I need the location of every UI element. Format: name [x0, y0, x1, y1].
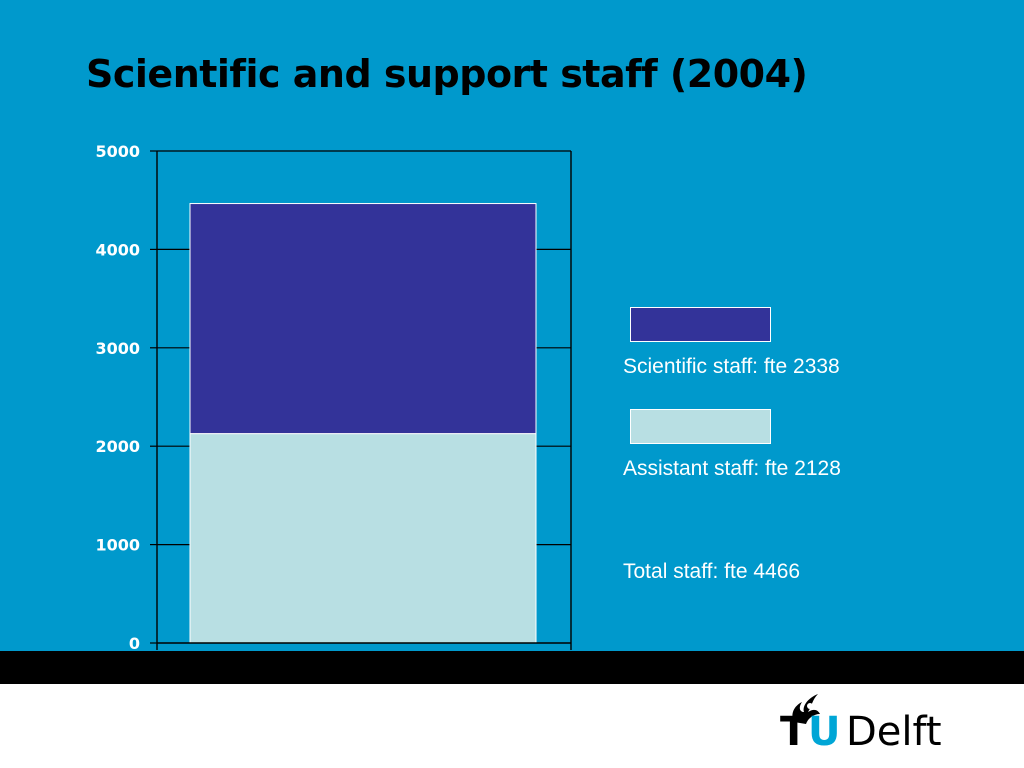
y-tick-label: 3000 — [95, 339, 140, 358]
y-tick-label: 2000 — [95, 437, 140, 456]
bar-assistant-staff — [189, 433, 537, 644]
y-tick-label: 1000 — [95, 536, 140, 555]
y-tick-label: 4000 — [95, 240, 140, 259]
legend-label-scientific: Scientific staff: fte 2338 — [623, 355, 840, 378]
bar-scientific-staff — [189, 203, 537, 435]
stacked-bar-chart: 0 1000 2000 3000 4000 5000 — [95, 142, 572, 651]
y-tick-label: 5000 — [95, 142, 140, 161]
legend-label-assistant: Assistant staff: fte 2128 — [623, 457, 841, 480]
slide-title: Scientific and support staff (2004) — [86, 52, 808, 96]
y-axis-tick-labels: 0 1000 2000 3000 4000 5000 — [95, 142, 140, 651]
y-tick-label: 0 — [129, 634, 140, 651]
legend-swatch-assistant — [630, 409, 771, 444]
plot-frame — [156, 151, 572, 650]
logo-wordmark: Delft — [846, 709, 942, 755]
bars — [189, 203, 537, 644]
tu-delft-logo: T U Delft — [778, 690, 943, 760]
footer — [0, 684, 1024, 768]
flame-icon — [792, 694, 820, 724]
logo-letter-u: U — [808, 709, 841, 755]
y-axis-ticks — [150, 150, 157, 644]
footer-band — [0, 651, 1024, 684]
legend-label-total: Total staff: fte 4466 — [623, 560, 801, 583]
logo-letter-t: T — [780, 709, 808, 755]
legend-swatch-scientific — [630, 307, 771, 342]
